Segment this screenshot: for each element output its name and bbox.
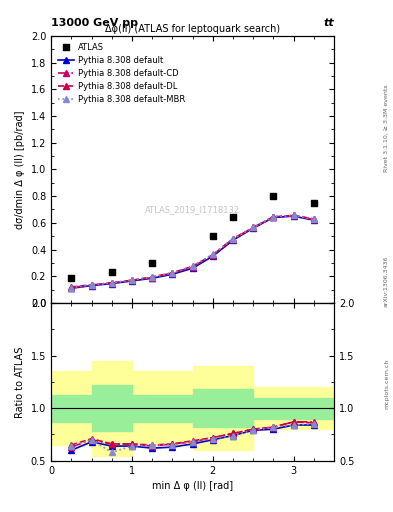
Pythia 8.308 default-CD bbox=[312, 217, 316, 223]
Pythia 8.308 default bbox=[170, 271, 175, 278]
Pythia 8.308 default-MBR bbox=[251, 224, 255, 230]
ATLAS bbox=[108, 268, 115, 276]
Pythia 8.308 default-DL bbox=[312, 216, 316, 222]
Pythia 8.308 default-CD bbox=[89, 282, 94, 288]
Pythia 8.308 default-MBR bbox=[170, 270, 175, 276]
Pythia 8.308 default-DL bbox=[271, 214, 276, 220]
Pythia 8.308 default-DL bbox=[109, 280, 114, 286]
Pythia 8.308 default-MBR bbox=[231, 236, 235, 242]
Pythia 8.308 default-MBR bbox=[150, 274, 154, 280]
Pythia 8.308 default bbox=[291, 213, 296, 219]
Pythia 8.308 default bbox=[251, 225, 255, 231]
Text: arXiv:1306.3436: arXiv:1306.3436 bbox=[384, 256, 389, 307]
ATLAS bbox=[68, 273, 74, 282]
X-axis label: min Δ φ (ll) [rad]: min Δ φ (ll) [rad] bbox=[152, 481, 233, 491]
Pythia 8.308 default bbox=[69, 285, 73, 291]
Pythia 8.308 default-DL bbox=[150, 274, 154, 280]
Pythia 8.308 default-DL bbox=[291, 212, 296, 219]
Line: Pythia 8.308 default: Pythia 8.308 default bbox=[68, 214, 317, 291]
Pythia 8.308 default-MBR bbox=[130, 277, 134, 283]
Text: ATLAS_2019_I1718132: ATLAS_2019_I1718132 bbox=[145, 205, 240, 214]
Line: Pythia 8.308 default-MBR: Pythia 8.308 default-MBR bbox=[68, 212, 317, 290]
Pythia 8.308 default-DL bbox=[190, 263, 195, 269]
Pythia 8.308 default bbox=[89, 283, 94, 289]
Text: Rivet 3.1.10, ≥ 3.3M events: Rivet 3.1.10, ≥ 3.3M events bbox=[384, 84, 389, 172]
Pythia 8.308 default bbox=[150, 275, 154, 281]
Pythia 8.308 default-DL bbox=[251, 224, 255, 230]
Pythia 8.308 default-MBR bbox=[210, 251, 215, 258]
Pythia 8.308 default bbox=[190, 265, 195, 271]
Pythia 8.308 default-CD bbox=[69, 285, 73, 291]
Pythia 8.308 default-CD bbox=[291, 212, 296, 219]
Pythia 8.308 default bbox=[312, 217, 316, 223]
Pythia 8.308 default-CD bbox=[190, 264, 195, 270]
Pythia 8.308 default-CD bbox=[170, 270, 175, 276]
ATLAS bbox=[209, 232, 216, 240]
Pythia 8.308 default-MBR bbox=[312, 217, 316, 223]
Pythia 8.308 default-DL bbox=[130, 277, 134, 283]
Pythia 8.308 default-MBR bbox=[190, 263, 195, 269]
Pythia 8.308 default-DL bbox=[89, 282, 94, 288]
Text: mcplots.cern.ch: mcplots.cern.ch bbox=[384, 359, 389, 409]
Pythia 8.308 default-CD bbox=[251, 224, 255, 230]
Text: 13000 GeV pp: 13000 GeV pp bbox=[51, 18, 138, 28]
ATLAS bbox=[270, 192, 277, 200]
Pythia 8.308 default-CD bbox=[231, 236, 235, 242]
Pythia 8.308 default-MBR bbox=[109, 280, 114, 286]
Pythia 8.308 default-DL bbox=[170, 270, 175, 276]
ATLAS bbox=[230, 214, 236, 222]
Pythia 8.308 default-CD bbox=[130, 277, 134, 283]
Pythia 8.308 default-MBR bbox=[271, 214, 276, 220]
Pythia 8.308 default bbox=[231, 237, 235, 243]
Text: tt: tt bbox=[323, 18, 334, 28]
Pythia 8.308 default-DL bbox=[210, 252, 215, 258]
Pythia 8.308 default bbox=[109, 281, 114, 287]
Pythia 8.308 default bbox=[210, 253, 215, 259]
Line: Pythia 8.308 default-DL: Pythia 8.308 default-DL bbox=[68, 212, 317, 290]
Y-axis label: Ratio to ATLAS: Ratio to ATLAS bbox=[15, 346, 25, 418]
Pythia 8.308 default-MBR bbox=[89, 282, 94, 288]
Pythia 8.308 default-DL bbox=[231, 236, 235, 242]
Pythia 8.308 default-MBR bbox=[69, 285, 73, 291]
Pythia 8.308 default bbox=[130, 278, 134, 284]
Pythia 8.308 default-CD bbox=[210, 252, 215, 258]
ATLAS bbox=[149, 259, 155, 267]
Y-axis label: dσ/dmin Δ φ (ll) [pb/rad]: dσ/dmin Δ φ (ll) [pb/rad] bbox=[15, 110, 25, 229]
Title: Δφ(ll) (ATLAS for leptoquark search): Δφ(ll) (ATLAS for leptoquark search) bbox=[105, 24, 280, 34]
Pythia 8.308 default bbox=[271, 215, 276, 221]
Pythia 8.308 default-CD bbox=[271, 214, 276, 220]
Legend: ATLAS, Pythia 8.308 default, Pythia 8.308 default-CD, Pythia 8.308 default-DL, P: ATLAS, Pythia 8.308 default, Pythia 8.30… bbox=[55, 40, 187, 106]
Pythia 8.308 default-CD bbox=[150, 274, 154, 281]
Pythia 8.308 default-MBR bbox=[291, 212, 296, 219]
Line: Pythia 8.308 default-CD: Pythia 8.308 default-CD bbox=[68, 212, 317, 290]
Pythia 8.308 default-DL bbox=[69, 284, 73, 290]
Pythia 8.308 default-CD bbox=[109, 280, 114, 286]
ATLAS bbox=[311, 199, 317, 207]
